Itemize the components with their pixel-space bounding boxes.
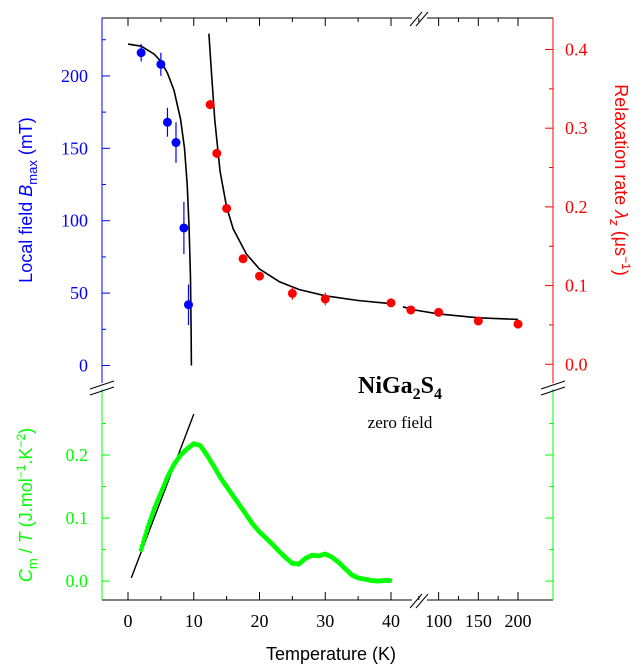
- break-mark-top-2: [416, 12, 428, 26]
- fit-curve-relaxation-high: [403, 307, 518, 320]
- relaxation-rate-point: [222, 204, 231, 213]
- relaxation-rate-point: [206, 100, 215, 109]
- heat-capacity-point: [388, 578, 393, 583]
- x-tick-label-0: 0: [124, 611, 133, 631]
- left-tick-label-0: 0: [79, 356, 88, 376]
- right-tick-label-0.0: 0.0: [565, 354, 588, 374]
- relaxation-rate-point: [387, 298, 396, 307]
- local-field-point: [171, 138, 180, 147]
- bottom-left-tick-label-0.1: 0.1: [66, 508, 89, 528]
- right-tick-label-0.3: 0.3: [565, 118, 588, 138]
- x-tick-label-200: 200: [505, 611, 532, 631]
- chart-subtitle: zero field: [368, 413, 433, 432]
- right-tick-label-0.1: 0.1: [565, 276, 588, 296]
- break-mark-top-1: [410, 12, 422, 26]
- axis-tick-labels: 0 10 20 30 40 100 150 200 0 50 100 150 200 0.0 0.1 0.2 0…: [61, 39, 588, 631]
- compound-title: NiGa2S4: [358, 373, 442, 403]
- x-axis-label: Temperature (K): [266, 644, 396, 664]
- left-tick-label-150: 150: [61, 138, 88, 158]
- x-tick-label-20: 20: [251, 611, 269, 631]
- plot-frame: [90, 12, 565, 608]
- relaxation-rate-point: [474, 316, 483, 325]
- x-tick-label-10: 10: [185, 611, 203, 631]
- fit-curve-local-field: [128, 44, 191, 365]
- right-tick-label-0.4: 0.4: [565, 39, 588, 59]
- relaxation-rate-point: [288, 289, 297, 298]
- axis-ticks: [102, 18, 553, 600]
- relaxation-rate-point: [514, 320, 523, 329]
- left-tick-label-100: 100: [61, 211, 88, 231]
- bottom-left-tick-label-0.0: 0.0: [66, 571, 89, 591]
- bottom-left-tick-label-0.2: 0.2: [66, 445, 89, 465]
- local-field-point: [156, 60, 165, 69]
- local-field-point: [179, 223, 188, 232]
- x-tick-label-150: 150: [465, 611, 492, 631]
- break-mark-bottom-2: [416, 594, 428, 608]
- relaxation-rate-point: [321, 294, 330, 303]
- local-field-point: [163, 118, 172, 127]
- top-left-axis-label: Local field Bmax (mT): [16, 117, 40, 283]
- right-tick-label-0.2: 0.2: [565, 197, 588, 217]
- fit-line-heat-capacity: [131, 414, 194, 578]
- break-mark-bottom-1: [410, 594, 422, 608]
- local-field-point: [137, 48, 146, 57]
- x-tick-label-40: 40: [382, 611, 400, 631]
- left-tick-label-200: 200: [61, 66, 88, 86]
- right-axis-label: Relaxation rate λz (μs−1): [607, 84, 633, 276]
- relaxation-rate-point: [406, 305, 415, 314]
- fit-curve-relaxation-low: [209, 34, 391, 304]
- relaxation-rate-point: [255, 272, 264, 281]
- relaxation-rate-point: [212, 149, 221, 158]
- relaxation-rate-point: [239, 254, 248, 263]
- local-field-point: [184, 300, 193, 309]
- data-marks: [128, 34, 523, 584]
- relaxation-rate-point: [434, 308, 443, 317]
- x-tick-label-30: 30: [316, 611, 334, 631]
- bottom-left-axis-label: Cm / T (J.mol−1.K−2): [14, 428, 40, 582]
- left-tick-label-50: 50: [70, 283, 88, 303]
- x-tick-label-100: 100: [425, 611, 452, 631]
